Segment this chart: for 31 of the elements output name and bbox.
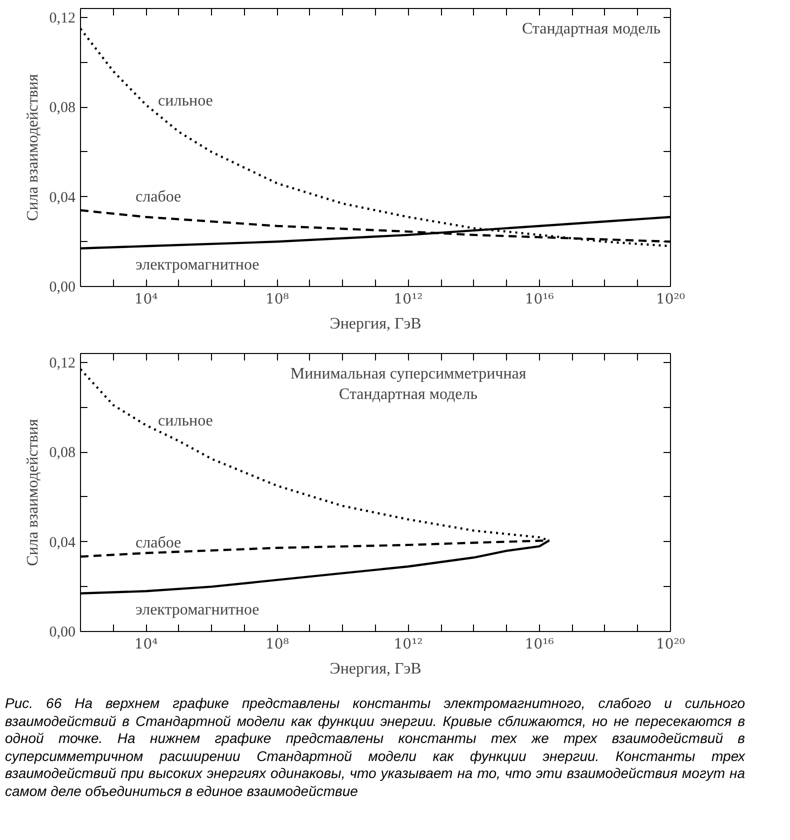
x-tick-label: 10²⁰ [656,636,686,652]
text: Рис. 66 На верхнем графике представлены константы электромагнитного, слабого и сильного взаимодействий в Стандартной модели как функции энергии. Кривые сближаются, но не пересекаются в одной точке. На нижнем графике представлены константы тех же трех взаимодействий в суперсимметричном расширении Стандартной модели как функции энергии. Константы трех взаимодействий при высоких энергиях одинаковы, что указывает на то, что эти взаимодействия могут на самом деле объединиться в единое взаимодействие [5,695,745,800]
y-tick-label: 0,12 [49,10,76,26]
y-axis-title: Сила взаимодействия [24,418,42,566]
x-tick-label: 10¹⁶ [524,292,554,308]
x-tick-label: 10¹² [394,292,423,308]
x-tick-label: 10²⁰ [656,292,686,308]
y-tick-label: 0,08 [49,445,76,462]
y-tick-label: 0,08 [49,100,76,116]
x-tick-label: 10⁸ [265,292,290,308]
x-tick-label: 10⁴ [134,292,158,308]
x-tick-label: 10¹² [394,636,423,652]
series-label: электромагнитное [136,601,260,618]
series-label: электромагнитное [136,256,260,274]
x-axis-title: Энергия, ГэВ [330,316,422,332]
y-tick-label: 0,12 [49,355,76,372]
y-tick-label: 0,04 [49,534,76,551]
x-axis-title: Энергия, ГэВ [330,660,422,678]
y-tick-label: 0,00 [49,280,76,296]
series-label: слабое [136,534,182,552]
x-tick-label: 10¹⁶ [524,636,554,652]
y-tick-label: 0,04 [49,190,76,206]
series-label: сильное [158,412,213,430]
y-axis-title: Сила взаимодействия [24,73,42,221]
series-label: сильное [158,92,213,110]
y-tick-label: 0,00 [49,624,76,640]
x-tick-label: 10⁸ [265,636,290,652]
text: Стандартная модель [522,20,660,38]
x-tick-label: 10⁴ [134,636,158,652]
text: Минимальная суперсимметричная Стандартная модель [290,366,527,403]
series-label: слабое [136,188,182,206]
